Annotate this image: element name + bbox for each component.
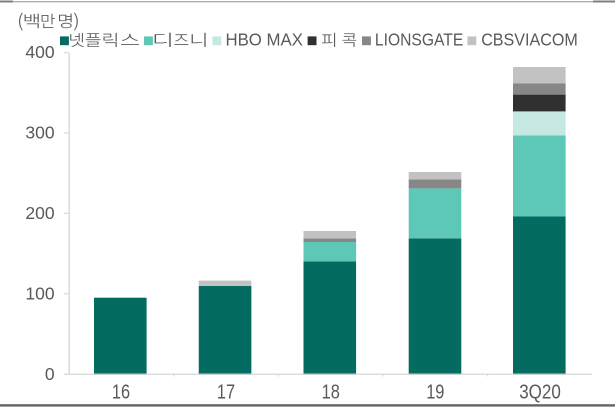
svg-text:16: 16 [112,382,130,404]
svg-text:HBO MAX: HBO MAX [226,30,304,50]
svg-text:LIONSGATE: LIONSGATE [375,30,464,50]
svg-text:CBSVIACOM: CBSVIACOM [481,30,578,50]
svg-text:300: 300 [25,123,54,143]
svg-text:3Q20: 3Q20 [519,382,561,404]
svg-text:18: 18 [322,382,340,404]
svg-text:100: 100 [25,284,54,304]
svg-text:200: 200 [25,203,54,223]
svg-text:19: 19 [426,382,444,404]
svg-text:17: 17 [217,382,235,404]
svg-text:400: 400 [25,42,54,62]
svg-text:0: 0 [45,364,55,384]
